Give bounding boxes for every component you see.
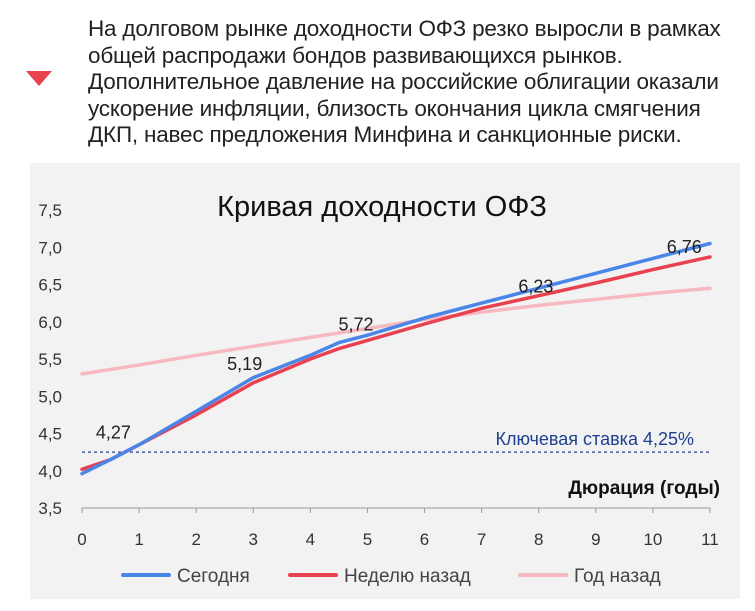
y-tick-label: 7,0 bbox=[38, 238, 62, 257]
data-label: 5,19 bbox=[227, 354, 262, 374]
y-tick-label: 7,5 bbox=[38, 201, 62, 220]
chart-title: Кривая доходности ОФЗ bbox=[217, 191, 547, 223]
x-tick-label: 7 bbox=[477, 530, 486, 549]
legend-item-year-ago: Год назад bbox=[518, 566, 661, 587]
x-tick-label: 4 bbox=[306, 530, 315, 549]
down-triangle-icon bbox=[26, 71, 52, 86]
y-axis-ticks: 7,5 7,0 6,5 6,0 5,5 5,0 4,5 4,0 3,5 bbox=[38, 201, 62, 518]
data-labels: 4,27 5,19 5,72 6,23 6,76 bbox=[96, 237, 702, 443]
legend-label: Год назад bbox=[574, 566, 661, 587]
x-tick-label: 1 bbox=[134, 530, 143, 549]
header-text: На долговом рынке доходности ОФЗ резко в… bbox=[88, 16, 721, 147]
y-tick-label: 4,5 bbox=[38, 425, 62, 444]
x-tick-label: 0 bbox=[77, 530, 86, 549]
data-label: 5,72 bbox=[339, 315, 374, 335]
legend-label: Сегодня bbox=[177, 566, 250, 587]
y-tick-label: 3,5 bbox=[38, 499, 62, 518]
x-tick-label: 10 bbox=[643, 530, 662, 549]
data-label: 6,23 bbox=[518, 277, 553, 297]
x-tick-label: 9 bbox=[591, 530, 600, 549]
x-axis-label: Дюрация (годы) bbox=[568, 478, 720, 499]
x-tick-label: 6 bbox=[420, 530, 429, 549]
header: На долговом рынке доходности ОФЗ резко в… bbox=[0, 0, 755, 160]
series-line-year-ago bbox=[80, 286, 712, 376]
legend: Сегодня Неделю назад Год назад bbox=[121, 566, 661, 587]
y-tick-label: 6,5 bbox=[38, 276, 62, 295]
legend-item-today: Сегодня bbox=[121, 566, 250, 587]
x-tick-label: 3 bbox=[249, 530, 258, 549]
chart-panel bbox=[30, 163, 740, 599]
key-rate-label: Ключевая ставка 4,25% bbox=[495, 429, 694, 449]
y-tick-label: 5,5 bbox=[38, 350, 62, 369]
series-lines bbox=[80, 241, 712, 476]
legend-item-week-ago: Неделю назад bbox=[288, 566, 471, 587]
x-axis-ticks: 0 1 2 3 4 5 6 7 8 9 10 11 bbox=[77, 508, 719, 549]
x-tick-label: 5 bbox=[363, 530, 372, 549]
x-tick-label: 8 bbox=[534, 530, 543, 549]
series-line-today bbox=[80, 241, 712, 476]
data-label: 6,76 bbox=[667, 237, 702, 257]
x-tick-label: 11 bbox=[701, 530, 719, 549]
y-tick-label: 4,0 bbox=[38, 462, 62, 481]
y-tick-label: 5,0 bbox=[38, 387, 62, 406]
legend-label: Неделю назад bbox=[344, 566, 471, 587]
y-tick-label: 6,0 bbox=[38, 313, 62, 332]
x-tick-label: 2 bbox=[191, 530, 200, 549]
data-label: 4,27 bbox=[96, 423, 131, 443]
